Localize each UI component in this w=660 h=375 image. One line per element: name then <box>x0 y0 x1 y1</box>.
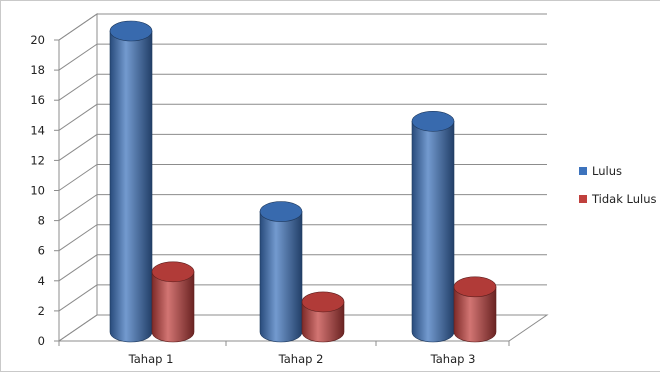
gridline <box>58 164 547 191</box>
bar-tidak-lulus-1 <box>151 261 195 343</box>
bar-tidak-lulus-2 <box>301 291 345 343</box>
x-axis: Tahap 1 Tahap 2 Tahap 3 <box>58 340 510 366</box>
gridline <box>58 13 547 41</box>
legend: Lulus Tidak Lulus <box>579 164 657 206</box>
y-tick-label: 4 <box>38 274 45 288</box>
y-tick-label: 8 <box>38 214 45 228</box>
gridline <box>58 314 547 342</box>
y-tick-label: 2 <box>38 304 45 318</box>
bars <box>109 20 497 343</box>
y-tick-label: 16 <box>30 93 45 107</box>
gridline <box>58 133 547 161</box>
gridline <box>58 254 547 282</box>
y-tick-label: 0 <box>38 334 45 348</box>
gridline <box>58 73 547 101</box>
y-tick-label: 6 <box>38 244 45 258</box>
legend-label: Lulus <box>592 164 622 178</box>
gridlines <box>58 13 547 342</box>
y-tick-label: 20 <box>30 33 45 47</box>
bar-tidak-lulus-3 <box>453 276 497 343</box>
legend-swatch <box>579 195 587 203</box>
bar-lulus-1 <box>109 20 153 343</box>
gridline <box>58 224 547 252</box>
gridline <box>58 43 547 71</box>
y-tick-label: 14 <box>30 123 45 137</box>
legend-swatch <box>579 167 587 175</box>
bar-lulus-2 <box>259 201 303 343</box>
y-axis: 0 2 4 6 8 10 12 14 16 18 20 <box>30 33 60 348</box>
x-tick-label: Tahap 1 <box>128 352 174 366</box>
y-tick-label: 18 <box>30 63 45 77</box>
gridline <box>58 103 547 131</box>
y-tick-label: 10 <box>30 184 45 198</box>
y-tick-label: 12 <box>30 153 45 167</box>
bar-lulus-3 <box>411 111 455 343</box>
x-tick-label: Tahap 2 <box>278 352 324 366</box>
gridline <box>58 194 547 222</box>
x-tick-label: Tahap 3 <box>430 352 476 366</box>
gridline <box>58 284 547 312</box>
legend-label: Tidak Lulus <box>591 192 657 206</box>
